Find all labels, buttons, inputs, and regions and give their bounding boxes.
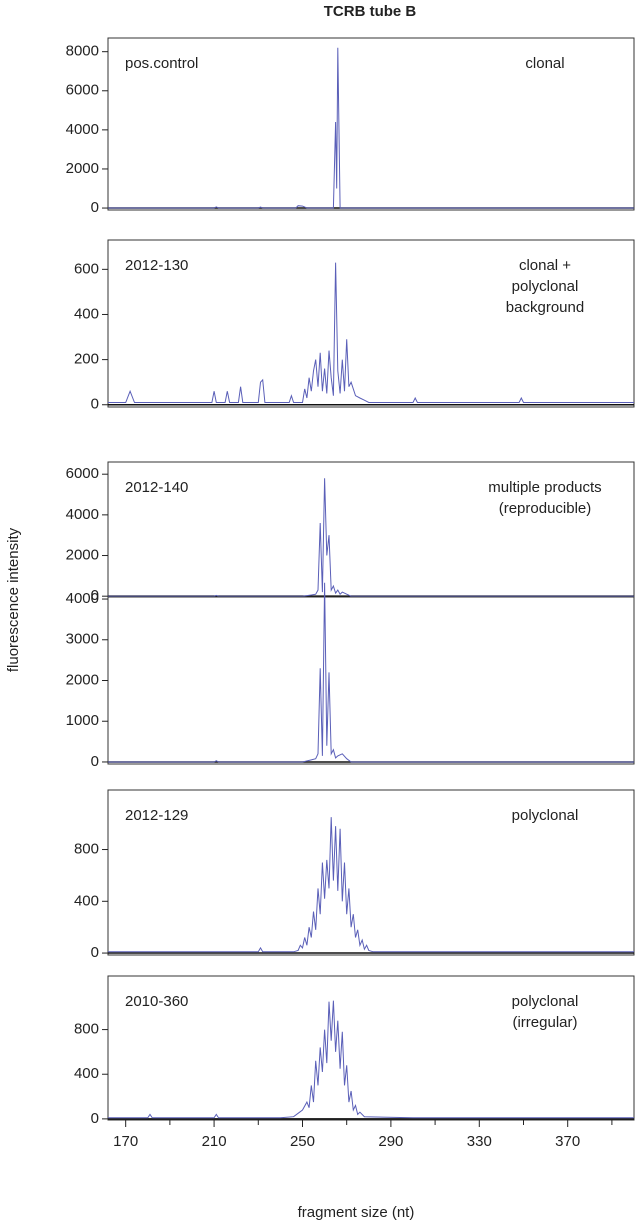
trace xyxy=(108,582,634,763)
trace xyxy=(108,47,634,209)
x-tick-label: 370 xyxy=(555,1133,580,1150)
y-tick-label: 400 xyxy=(74,892,99,909)
y-tick-label: 800 xyxy=(74,1021,99,1038)
y-tick-label: 4000 xyxy=(66,590,99,607)
y-tick-label: 4000 xyxy=(66,506,99,523)
plot-frame xyxy=(107,37,635,211)
y-tick-label: 2000 xyxy=(66,160,99,177)
annotation: polyclonal xyxy=(512,278,579,295)
y-tick-label: 8000 xyxy=(66,43,99,60)
plot-frame xyxy=(107,596,635,765)
x-tick-label: 290 xyxy=(378,1133,403,1150)
annotation: (reproducible) xyxy=(499,500,592,517)
sample-label: 2012-129 xyxy=(125,807,188,824)
plot-frame xyxy=(107,789,635,956)
trace xyxy=(108,262,634,403)
trace xyxy=(108,817,634,953)
x-tick-label: 210 xyxy=(202,1133,227,1150)
figure-title: TCRB tube B xyxy=(324,3,417,20)
y-axis-label: fluorescence intensity xyxy=(5,527,22,672)
y-tick-label: 2000 xyxy=(66,546,99,563)
annotation: background xyxy=(506,299,584,316)
y-tick-label: 0 xyxy=(91,1110,99,1127)
y-tick-label: 6000 xyxy=(66,82,99,99)
annotation: clonal xyxy=(525,55,564,72)
y-tick-label: 600 xyxy=(74,260,99,277)
y-tick-label: 400 xyxy=(74,1065,99,1082)
y-tick-label: 0 xyxy=(91,396,99,413)
sample-label: 2012-140 xyxy=(125,479,188,496)
sample-label: 2010-360 xyxy=(125,993,188,1010)
x-tick-label: 330 xyxy=(467,1133,492,1150)
y-tick-label: 0 xyxy=(91,753,99,770)
y-tick-label: 200 xyxy=(74,351,99,368)
y-tick-label: 3000 xyxy=(66,631,99,648)
annotation: polyclonal xyxy=(512,993,579,1010)
y-tick-label: 0 xyxy=(91,587,99,604)
y-tick-label: 1000 xyxy=(66,712,99,729)
annotation: (irregular) xyxy=(512,1014,577,1031)
x-tick-label: 250 xyxy=(290,1133,315,1150)
plot-frame xyxy=(107,975,635,1121)
y-tick-label: 0 xyxy=(91,944,99,961)
sample-label: pos.control xyxy=(125,55,198,72)
y-tick-label: 4000 xyxy=(66,121,99,138)
x-tick-label: 170 xyxy=(113,1133,138,1150)
trace xyxy=(108,478,634,597)
y-tick-label: 400 xyxy=(74,305,99,322)
x-axis-label: fragment size (nt) xyxy=(298,1204,415,1221)
y-tick-label: 0 xyxy=(91,199,99,216)
sample-label: 2012-130 xyxy=(125,257,188,274)
y-tick-label: 6000 xyxy=(66,465,99,482)
y-tick-label: 800 xyxy=(74,840,99,857)
plot-frame xyxy=(107,239,635,408)
annotation: clonal + xyxy=(519,257,571,274)
annotation: polyclonal xyxy=(512,807,579,824)
trace xyxy=(108,1000,634,1119)
y-tick-label: 2000 xyxy=(66,671,99,688)
annotation: multiple products xyxy=(488,479,601,496)
